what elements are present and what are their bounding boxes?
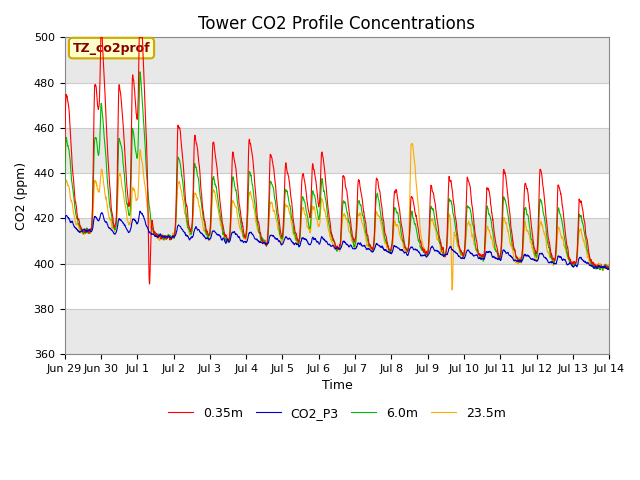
- 23.5m: [558, 235, 566, 241]
- 23.5m: [449, 287, 456, 293]
- CO2_P3: [495, 256, 503, 262]
- Bar: [65, 37, 609, 83]
- 0.35m: [605, 265, 613, 271]
- CO2_P3: [213, 231, 221, 237]
- Line: 0.35m: 0.35m: [65, 37, 609, 284]
- 0.35m: [97, 35, 105, 40]
- 23.5m: [61, 204, 68, 209]
- 6.0m: [605, 266, 613, 272]
- 6.0m: [495, 257, 503, 263]
- Bar: [65, 128, 609, 173]
- Bar: [65, 309, 609, 354]
- CO2_P3: [136, 208, 144, 214]
- Line: CO2_P3: CO2_P3: [65, 211, 609, 270]
- Line: 6.0m: 6.0m: [65, 72, 609, 270]
- 23.5m: [365, 242, 372, 248]
- CO2_P3: [557, 256, 565, 262]
- 0.35m: [146, 281, 154, 287]
- CO2_P3: [573, 264, 580, 269]
- 23.5m: [605, 263, 613, 269]
- 0.35m: [61, 161, 68, 167]
- CO2_P3: [61, 220, 68, 226]
- Legend: 0.35m, CO2_P3, 6.0m, 23.5m: 0.35m, CO2_P3, 6.0m, 23.5m: [163, 402, 511, 424]
- 0.35m: [213, 164, 221, 170]
- Text: TZ_co2prof: TZ_co2prof: [73, 42, 150, 55]
- 6.0m: [599, 267, 607, 273]
- 23.5m: [573, 257, 580, 263]
- 6.0m: [61, 184, 68, 190]
- 0.35m: [496, 255, 504, 261]
- 23.5m: [496, 256, 504, 262]
- CO2_P3: [365, 246, 372, 252]
- 0.35m: [558, 197, 566, 203]
- Line: 23.5m: 23.5m: [65, 144, 609, 290]
- 6.0m: [353, 222, 360, 228]
- 6.0m: [557, 216, 565, 221]
- CO2_P3: [353, 244, 360, 250]
- Bar: [65, 218, 609, 264]
- X-axis label: Time: Time: [322, 379, 353, 392]
- CO2_P3: [605, 267, 613, 273]
- 6.0m: [213, 187, 221, 193]
- 23.5m: [408, 141, 416, 146]
- 0.35m: [573, 254, 580, 260]
- 6.0m: [136, 69, 144, 75]
- Title: Tower CO2 Profile Concentrations: Tower CO2 Profile Concentrations: [198, 15, 476, 33]
- 6.0m: [365, 242, 372, 248]
- CO2_P3: [605, 266, 613, 272]
- Y-axis label: CO2 (ppm): CO2 (ppm): [15, 162, 28, 230]
- 23.5m: [212, 198, 220, 204]
- 23.5m: [353, 232, 360, 238]
- 6.0m: [573, 257, 580, 263]
- 0.35m: [353, 204, 361, 209]
- 0.35m: [365, 240, 372, 246]
